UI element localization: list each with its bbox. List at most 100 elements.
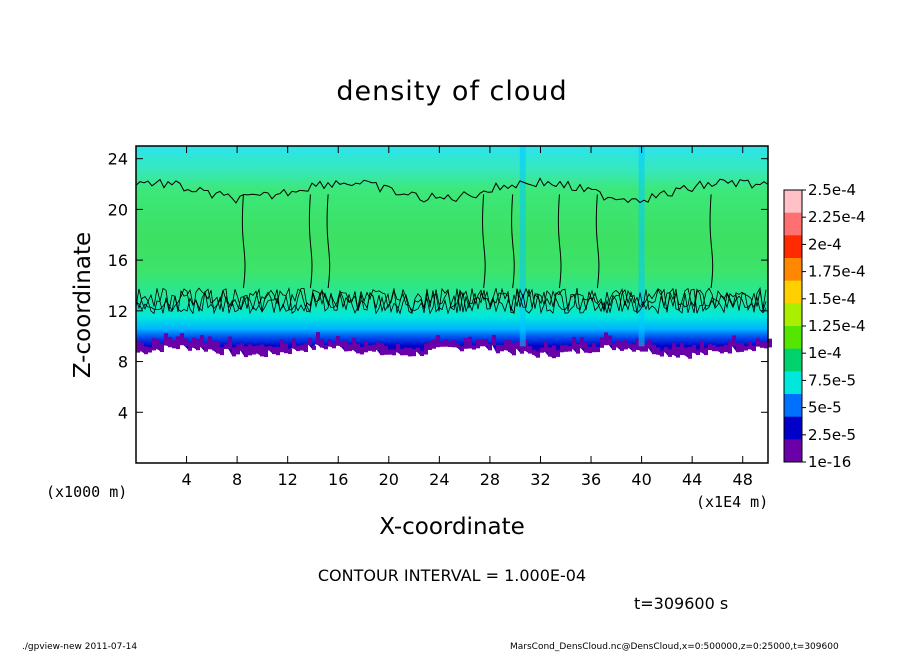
- cloud-base-cell: [432, 339, 436, 349]
- cloud-base-cell: [228, 336, 232, 350]
- x-tick-label: 32: [530, 470, 550, 489]
- cloud-base-cell: [300, 344, 304, 351]
- cloud-base-cell: [660, 351, 664, 357]
- cloud-base-cell: [652, 344, 656, 355]
- cloud-base-cell: [484, 339, 488, 347]
- cloud-base-cell: [304, 343, 308, 352]
- colorbar-label: 2.5e-5: [808, 426, 856, 444]
- cloud-base-cell: [524, 339, 528, 351]
- cloud-base-cell: [136, 340, 140, 353]
- colorbar-label: 1.25e-4: [808, 317, 866, 335]
- cloud-base-cell: [292, 338, 296, 349]
- cloud-base-cell: [284, 343, 288, 354]
- colorbar-label: 5e-5: [808, 399, 842, 417]
- time-label: t=309600 s: [634, 594, 729, 613]
- cloud-base-cell: [368, 345, 372, 351]
- cloud-base-cell: [376, 342, 380, 350]
- cloud-base-cell: [596, 346, 600, 353]
- cloud-base-cell: [336, 335, 340, 346]
- cloud-base-cell: [472, 345, 476, 350]
- cloud-base-cell: [384, 345, 388, 355]
- cloud-base-cell: [480, 339, 484, 347]
- x-tick-label: 36: [581, 470, 601, 489]
- cloud-base-cell: [264, 346, 268, 357]
- cloud-base-cell: [256, 345, 260, 354]
- cloud-base-cell: [416, 347, 420, 352]
- colorbar-swatch: [784, 212, 802, 236]
- contour-column-edge: [557, 194, 562, 289]
- contour-band-line: [135, 287, 767, 315]
- cloud-base-cell: [180, 333, 184, 346]
- cloud-base-cell: [712, 345, 716, 352]
- cloud-base-cell: [364, 340, 368, 353]
- x-tick-label: 20: [379, 470, 399, 489]
- cloud-base-cell: [188, 342, 192, 351]
- cloud-base-cell: [520, 341, 524, 354]
- cloud-base-cell: [768, 338, 772, 348]
- cloud-base-cell: [632, 344, 636, 352]
- cloud-base-cell: [324, 345, 328, 350]
- cloud-base-cell: [200, 335, 204, 348]
- cloud-base-cell: [604, 332, 608, 346]
- cloud-base-cell: [164, 333, 168, 346]
- cloud-base-cell: [456, 343, 460, 348]
- cloud-base-cell: [356, 344, 360, 354]
- cloud-base-cell: [732, 335, 736, 347]
- cloud-base-cell: [220, 347, 224, 356]
- cloud-base-cell: [172, 340, 176, 349]
- cloud-base-cell: [420, 351, 424, 356]
- cloud-base-cell: [216, 342, 220, 354]
- cloud-base-cell: [448, 341, 452, 347]
- cloud-base-cell: [404, 347, 408, 356]
- cloud-base-cell: [756, 338, 760, 347]
- cloud-base-cell: [260, 344, 264, 357]
- cloud-base-cell: [348, 344, 352, 352]
- cloud-base-cell: [588, 346, 592, 354]
- colorbar-label: 1e-4: [808, 344, 842, 362]
- cloud-base-cell: [488, 344, 492, 351]
- y-tick-label: 16: [108, 251, 128, 270]
- cloud-base-cell: [516, 341, 520, 349]
- cloud-base-cell: [160, 343, 164, 352]
- cloud-base-cell: [408, 347, 412, 357]
- cloud-base-cell: [564, 344, 568, 352]
- cloud-base-cell: [412, 349, 416, 357]
- contour-column-edge: [308, 194, 313, 289]
- y-unit-label: (x1000 m): [46, 483, 128, 501]
- colorbar-label: 2e-4: [808, 235, 842, 253]
- cloud-base-cell: [636, 338, 640, 350]
- cloud-base-cell: [184, 338, 188, 347]
- cloud-base-cell: [400, 349, 404, 356]
- cloud-base-cell: [644, 342, 648, 352]
- cloud-base-cell: [528, 345, 532, 354]
- colorbar-label: 2.25e-4: [808, 208, 866, 226]
- cloud-base-cell: [296, 345, 300, 352]
- colorbar-swatch: [784, 348, 802, 372]
- cloud-base-cell: [672, 342, 676, 355]
- y-axis-title: Z-coordinate: [70, 231, 96, 379]
- cloud-base-cell: [532, 350, 536, 355]
- cloud-base-cell: [388, 349, 392, 355]
- cloud-base-cell: [156, 339, 160, 350]
- contour-column-edge: [709, 194, 714, 289]
- cloud-base-cell: [212, 340, 216, 351]
- cloud-base-cell: [492, 334, 496, 346]
- cloud-base-cell: [360, 346, 364, 355]
- y-tick-label: 8: [118, 353, 128, 372]
- cloud-base-cell: [504, 340, 508, 351]
- cloud-base-cell: [544, 341, 548, 352]
- cloud-base-cell: [620, 341, 624, 351]
- cloud-base-cell: [608, 335, 612, 345]
- cloud-base-cell: [724, 344, 728, 352]
- x-tick-label: 48: [733, 470, 753, 489]
- x-tick-label: 8: [232, 470, 242, 489]
- cloud-base-cell: [740, 343, 744, 352]
- cloud-base-cell: [380, 343, 384, 356]
- colorbar-swatch: [784, 190, 802, 214]
- cloud-base-cell: [372, 344, 376, 352]
- colorbar-label: 7.5e-5: [808, 371, 856, 389]
- cloud-base-cell: [340, 340, 344, 347]
- cloud-base-cell: [592, 342, 596, 353]
- x-axis-title: X-coordinate: [379, 514, 525, 540]
- cloud-base-cell: [436, 335, 440, 348]
